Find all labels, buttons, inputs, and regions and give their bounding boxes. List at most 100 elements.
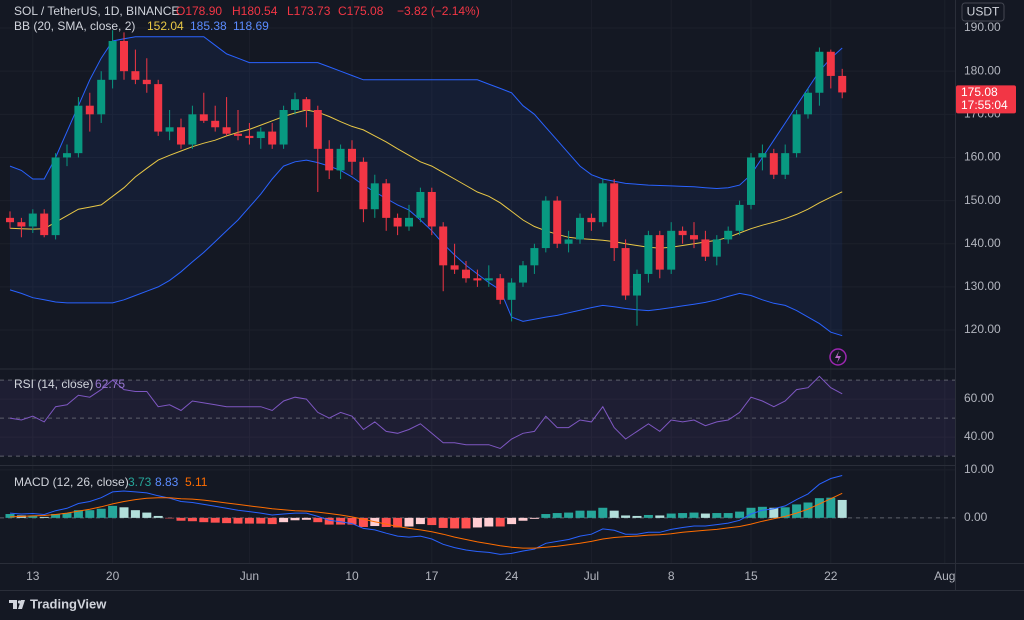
macd-histogram-bar [472, 517, 482, 528]
candle-body [473, 278, 482, 281]
macd-histogram-bar [723, 513, 733, 518]
macd-histogram-bar [438, 517, 448, 528]
labels: 13 20 Jun 10 17 24 Jul 8 15 22 Aug 120.00 130.00 140.… [26, 20, 1016, 583]
candle-body [51, 157, 60, 236]
candle-body [747, 157, 755, 205]
macd-histogram-bar [507, 517, 517, 525]
candle-body [610, 183, 619, 249]
macd-histogram-bar [28, 515, 38, 518]
y-tick-label: 140.00 [964, 236, 1001, 250]
macd-histogram-bar [837, 499, 847, 518]
candle-body [17, 222, 26, 227]
macd-histogram-bar [586, 510, 596, 518]
macd-histogram-bar [119, 507, 129, 518]
candle-body [108, 40, 117, 80]
y-tick-label: 160.00 [964, 150, 1001, 164]
candle-body [199, 114, 208, 121]
candle-body [234, 133, 242, 136]
brand-dot [17, 600, 22, 604]
candle-body [758, 153, 767, 158]
y-tick-label: 180.00 [964, 63, 1001, 77]
macd-histogram-bar [643, 514, 653, 518]
alert-icon[interactable] [829, 348, 847, 366]
candle-body [416, 191, 425, 218]
brand-name: TradingView [30, 596, 107, 611]
open-label: O178.90 [176, 4, 222, 18]
macd-histogram-bar [655, 515, 665, 518]
x-tick-label: 17 [425, 569, 439, 583]
candle-body [165, 127, 174, 132]
candle-body [690, 235, 698, 240]
macd-histogram-bar [153, 515, 163, 518]
candle-body [120, 40, 128, 72]
candle-body [245, 135, 254, 139]
price-tag-value: 175.08 [961, 85, 998, 99]
macd-histogram-bar [51, 514, 61, 518]
bb-lower-value: 118.69 [233, 19, 269, 33]
y-tick-label: 40.00 [964, 429, 994, 443]
candle-body [530, 248, 539, 266]
bb-legend: BB (20, SMA, close, 2) [14, 19, 135, 33]
macd-histogram-bar [176, 517, 186, 521]
macd-histogram-bar [313, 517, 323, 523]
macd-histogram-bar [358, 517, 368, 527]
candle-body [541, 200, 550, 249]
symbol: SOL / TetherUS, 1D, BINANCE [14, 4, 179, 18]
candle-body [735, 204, 744, 231]
change-label: −3.82 (−2.14%) [397, 4, 480, 18]
candle-body [838, 75, 847, 93]
macd-histogram-bar [484, 517, 494, 527]
macd-histogram-bar [757, 506, 767, 518]
macd-histogram-bar [142, 512, 152, 518]
y-tick-label: 0.00 [964, 510, 988, 524]
signal-line [9, 492, 843, 549]
macd-histogram-bar [746, 507, 756, 518]
macd-histogram-bar [279, 517, 289, 523]
macd-histogram-bar [552, 513, 562, 518]
candle-body [781, 153, 790, 175]
candle-body [564, 239, 573, 244]
candle-body [598, 183, 607, 223]
candle-body [348, 148, 356, 162]
candle-body [724, 230, 733, 240]
x-tick-label: 15 [744, 569, 758, 583]
candle-body [359, 161, 368, 210]
candle-body [405, 217, 413, 227]
macd-histogram-bar [780, 507, 790, 518]
candle-body [154, 84, 163, 132]
x-tick-label: 22 [824, 569, 838, 583]
brand: TradingView [9, 596, 107, 611]
x-tick-label: Aug [934, 569, 955, 583]
macd-histogram-bar [564, 512, 574, 518]
candle-body [211, 120, 220, 128]
rsi-value: 62.75 [95, 377, 125, 391]
candle-body [222, 127, 231, 134]
macd-histogram-bar [735, 511, 745, 518]
candle-body [655, 235, 664, 270]
macd-histogram-bar [450, 517, 460, 529]
macd-histogram-bar [85, 510, 95, 518]
currency-box[interactable] [961, 2, 1005, 22]
macd-histogram-bar [427, 517, 437, 526]
bb-basis-value: 152.04 [147, 19, 184, 33]
y-tick-label: 190.00 [964, 20, 1001, 34]
macd-histogram-bar [518, 517, 528, 521]
candle-body [382, 183, 391, 218]
alert-circle [829, 348, 847, 366]
macd-histogram-bar [256, 517, 266, 524]
bb-upper-value: 185.38 [190, 19, 227, 33]
macd-histogram-bar [792, 504, 802, 518]
macd-histogram-bar [393, 517, 403, 528]
macd-histogram-bar [267, 517, 277, 525]
candle-body [177, 127, 185, 145]
candle-body [336, 148, 345, 171]
candle-body [188, 114, 197, 145]
macd-histogram-bar [826, 497, 836, 518]
x-tick-label: 24 [505, 569, 519, 583]
candle-body [6, 217, 14, 223]
candle-body [142, 79, 151, 85]
macd-histogram-bar [187, 517, 197, 522]
y-tick-label: 120.00 [964, 322, 1001, 336]
macd-histogram-bar [541, 514, 551, 518]
